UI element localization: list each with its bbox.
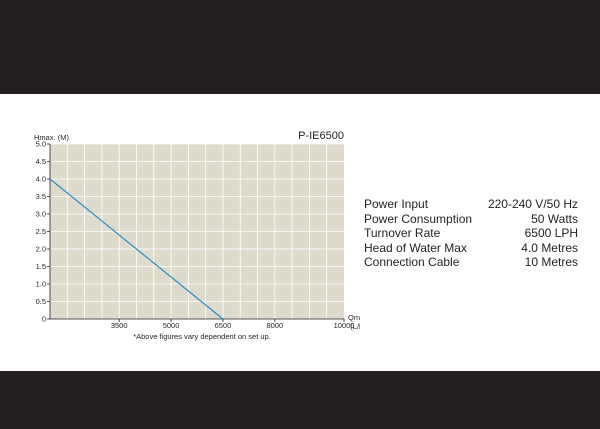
y-tick-label: 3.0	[36, 210, 46, 219]
tick-marks	[47, 143, 345, 322]
top-black-band	[0, 0, 600, 94]
spec-label: Connection Cable	[364, 255, 460, 270]
spec-value: 220-240 V/50 Hz	[487, 197, 578, 211]
x-tick-label: 6500	[215, 321, 232, 330]
footnote: *Above figures vary dependent on set up.	[133, 332, 271, 341]
x-tick-labels: 3500 5000 6500 8000 10000	[111, 321, 355, 330]
x-tick-label: 10000	[334, 321, 355, 330]
spec-label: Turnover Rate	[364, 226, 441, 241]
spec-row-power-input: Power Input 220-240 V/50 Hz	[364, 197, 578, 212]
x-axis-unit: (L/h)	[350, 322, 360, 331]
series-line	[49, 178, 224, 320]
spec-value: 50 Watts	[531, 211, 578, 226]
y-tick-label: 1.5	[36, 262, 46, 271]
x-tick-label: 8000	[266, 321, 283, 330]
spec-row-head-of-water: Head of Water Max 4.0 Metres	[364, 241, 578, 256]
x-tick-label: 5000	[163, 321, 180, 330]
spec-label: Power Consumption	[364, 211, 473, 226]
spec-value: 10 Metres	[524, 255, 578, 270]
y-tick-label: 5.0	[36, 140, 46, 149]
spec-row-turnover-rate: Turnover Rate 6500 LPH	[364, 226, 578, 241]
series-layer	[49, 178, 224, 320]
y-tick-label: 2.5	[36, 227, 46, 236]
bottom-black-band	[0, 371, 600, 429]
chart-title: P-IE6500	[298, 130, 344, 142]
y-tick-label: 2.0	[36, 245, 46, 254]
y-tick-label: 4.5	[36, 157, 46, 166]
spec-label: Head of Water Max	[364, 240, 467, 255]
spec-value: 6500 LPH	[524, 226, 578, 241]
y-tick-label: 0	[42, 315, 46, 324]
spec-value: 4.0 Metres	[521, 240, 578, 255]
spec-label: Power Input	[364, 197, 429, 211]
y-tick-labels: 0 0.5 1.0 1.5 2.0 2.5 3.0 3.5 4.0 4.5 5.0	[36, 140, 46, 324]
y-axis-label: Hmax. (M)	[34, 133, 69, 142]
spec-list: Power Input 220-240 V/50 Hz Power Consum…	[364, 197, 578, 270]
y-tick-label: 4.0	[36, 175, 46, 184]
y-tick-label: 3.5	[36, 192, 46, 201]
y-tick-label: 0.5	[36, 297, 46, 306]
y-tick-label: 1.0	[36, 280, 46, 289]
spec-row-power-consumption: Power Consumption 50 Watts	[364, 212, 578, 227]
spec-row-connection-cable: Connection Cable 10 Metres	[364, 255, 578, 270]
x-tick-label: 3500	[111, 321, 128, 330]
pump-performance-chart: P-IE6500 Hmax. (M) Qmax (L/h) *Above fig…	[34, 130, 360, 341]
grid-lines	[50, 143, 344, 319]
x-axis-label: Qmax	[348, 313, 360, 322]
